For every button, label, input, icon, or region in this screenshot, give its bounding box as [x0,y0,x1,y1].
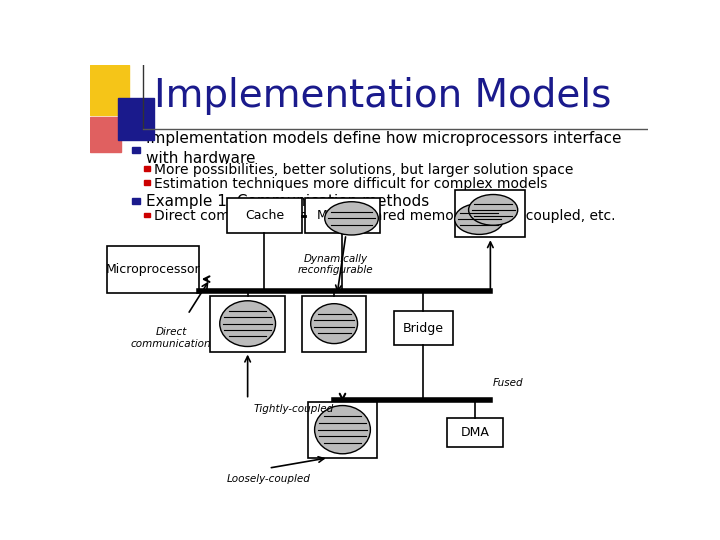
Bar [394,312,453,346]
Text: Dynamically
reconfigurable: Dynamically reconfigurable [297,254,374,275]
Text: Cache: Cache [245,209,284,222]
Text: Bridge: Bridge [403,322,444,335]
Bar [144,180,150,185]
Bar [144,166,150,171]
Bar [132,147,140,153]
Bar [90,65,129,114]
Text: Implementation Models: Implementation Models [154,77,611,115]
Text: Tightly-coupled: Tightly-coupled [253,404,333,414]
Text: DMA: DMA [461,426,490,439]
Text: Fused: Fused [493,378,523,388]
Ellipse shape [454,204,504,234]
Text: Estimation techniques more difficult for complex models: Estimation techniques more difficult for… [154,177,547,191]
Ellipse shape [469,194,518,225]
Text: More possibilities, better solutions, but larger solution space: More possibilities, better solutions, bu… [154,163,574,177]
Text: Example 1: Communication methods: Example 1: Communication methods [145,194,429,208]
Text: Direct
communication: Direct communication [130,327,211,348]
Ellipse shape [325,202,378,235]
Bar [447,418,503,447]
Ellipse shape [315,406,370,454]
Ellipse shape [311,303,358,343]
Text: Implementation models define how microprocessors interface
with hardware: Implementation models define how micropr… [145,131,621,166]
Bar [210,295,285,352]
Bar [302,295,366,352]
Text: Microprocessor: Microprocessor [105,263,200,276]
Bar [305,198,380,233]
Bar [90,117,121,152]
Text: Direct communication, using shared memory, tightly-coupled, etc.: Direct communication, using shared memor… [154,209,616,223]
Bar [107,246,199,294]
Text: Memory: Memory [317,209,368,222]
Bar [456,190,526,238]
Bar [118,98,154,140]
Text: Loosely-coupled: Loosely-coupled [227,474,310,484]
Bar [144,213,150,218]
Bar [227,198,302,233]
Bar [307,402,377,458]
Ellipse shape [220,301,276,347]
Bar [132,198,140,204]
